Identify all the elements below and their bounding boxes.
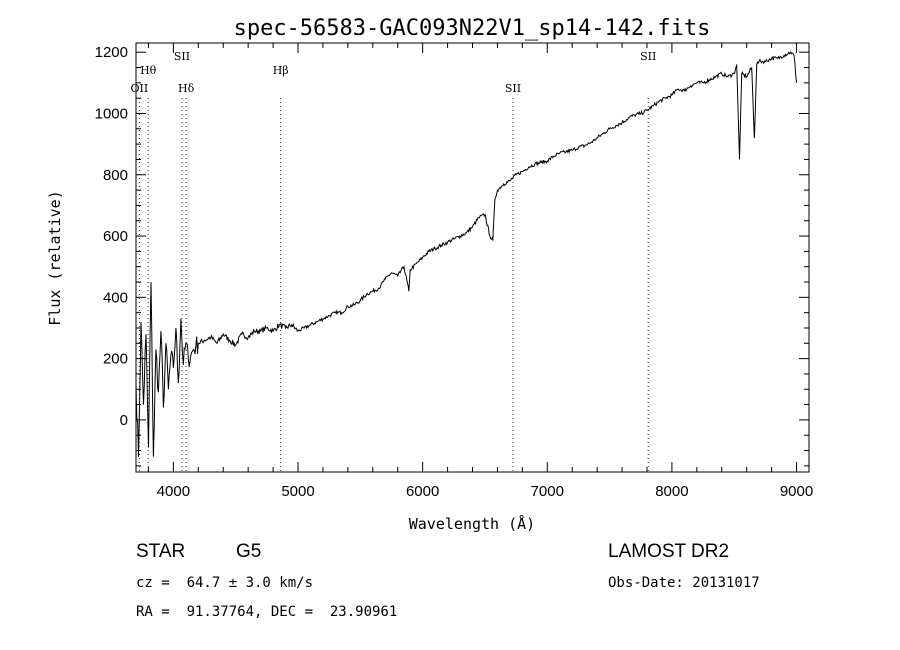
spectrum-series-line <box>135 51 797 457</box>
obs-date-text: Obs-Date: 20131017 <box>608 575 760 591</box>
y-tick-label: 400 <box>103 289 128 306</box>
y-tick-label: 200 <box>103 351 128 368</box>
plot-frame <box>135 42 810 473</box>
x-tick-label: 4000 <box>157 483 190 500</box>
reference-lines: OII Hθ SII Hδ Hβ SII SII <box>131 50 656 472</box>
y-tick-label: 600 <box>103 228 128 245</box>
x-tick-label: 8000 <box>655 483 688 500</box>
x-axis-label: Wavelength (Å) <box>409 514 535 533</box>
y-tick-label: 800 <box>103 167 128 184</box>
y-tick-label: 1000 <box>95 105 128 122</box>
y-axis-label: Flux (relative) <box>46 190 64 325</box>
object-subclass: G5 <box>236 541 262 562</box>
coordinates-text: RA = 91.37764, DEC = 23.90961 <box>136 604 398 620</box>
survey-name: LAMOST DR2 <box>608 541 730 562</box>
reference-line-label: SII <box>505 82 521 95</box>
x-tick-label: 7000 <box>531 483 564 500</box>
object-class: STAR <box>136 541 186 562</box>
redshift-text: cz = 64.7 ± 3.0 km/s <box>136 575 314 591</box>
reference-line-label: OII <box>131 82 149 95</box>
reference-line-label: Hβ <box>273 64 289 77</box>
reference-line-label: SII <box>640 50 656 63</box>
reference-line-label: Hδ <box>178 82 195 95</box>
x-tick-label: 5000 <box>281 483 314 500</box>
reference-line-label: Hθ <box>140 64 157 77</box>
reference-line-label: SII <box>174 50 190 63</box>
y-tick-label: 1200 <box>95 44 128 61</box>
x-tick-label: 9000 <box>780 483 813 500</box>
y-tick-label: 0 <box>120 412 128 429</box>
chart-title: spec-56583-GAC093N22V1_sp14-142.fits <box>234 16 711 41</box>
x-tick-label: 6000 <box>406 483 439 500</box>
axis-ticks: 4000 5000 6000 7000 8000 9000 0 200 400 600 800 100… <box>95 43 813 500</box>
